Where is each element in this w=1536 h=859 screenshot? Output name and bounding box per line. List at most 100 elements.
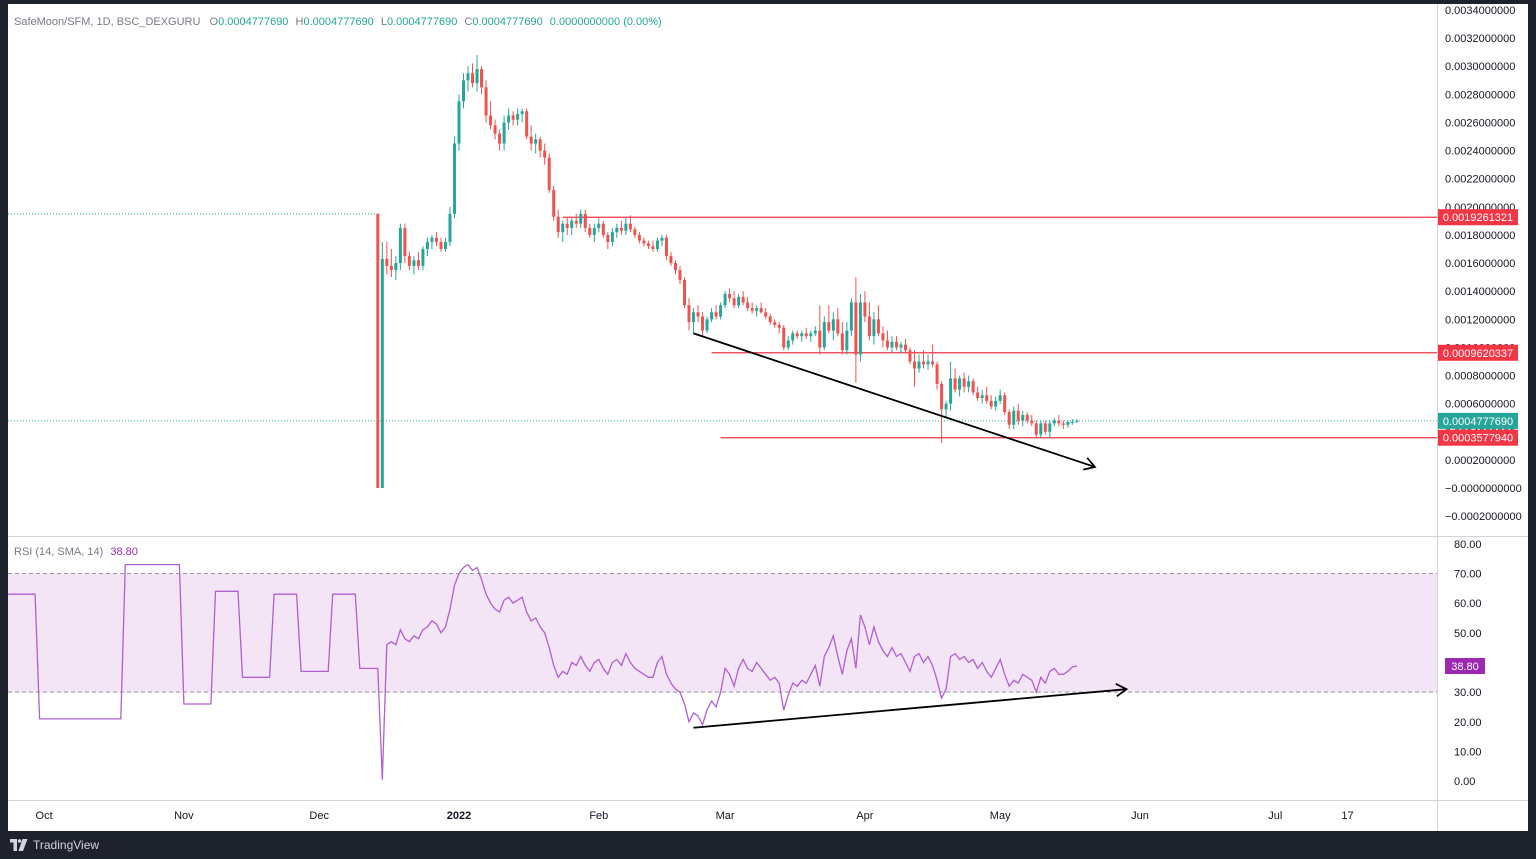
candle-body [628,223,632,230]
candle-body [998,395,1002,401]
price-tick-label: 0.0016000000 [1445,258,1515,270]
time-tick-label: Oct [36,810,53,822]
candle-body [425,241,429,250]
candle-body [750,308,754,311]
chart-area[interactable]: 0.0034000000 0.0032000000 0.0030000000 0.00… [8,4,1528,831]
time-tick-label: Dec [309,810,329,822]
candle-body [1052,420,1056,424]
candle-body [854,302,858,355]
candle-body [412,260,416,266]
candle-body [601,223,605,235]
candle-body [507,115,511,123]
candle-body [759,308,763,313]
time-tick-label: 2022 [447,810,471,822]
candle-body [683,279,686,306]
high-label: H [295,16,304,28]
candle-body [827,322,831,331]
candle-body [398,227,402,264]
rsi-tick-label: 80.00 [1454,539,1482,551]
candle-body [642,240,646,244]
tradingview-logo[interactable]: TradingView [10,838,99,852]
candle-body [610,232,614,242]
candle-body [452,143,456,214]
candle-body [791,333,795,341]
high-value: 0.0004777690 [303,16,374,28]
candle-body [633,229,637,235]
symbol-title: SafeMoon/SFM, 1D, BSC_DEXGURU [14,16,201,28]
candle-body [655,240,659,250]
candle-body [1012,410,1016,425]
candle-body [516,114,520,120]
candle-body [931,361,935,365]
candle-body [809,333,813,337]
candle-body [755,308,759,311]
price-pane [8,54,1437,489]
candle-body [953,378,957,390]
candle-body [1025,414,1029,421]
candle-body [818,330,822,348]
candle-body [376,213,380,489]
chart-canvas[interactable]: 0.0034000000 0.0032000000 0.0030000000 0.00… [8,4,1528,831]
candle-body [687,305,691,323]
close-value: 0.0004777690 [472,16,543,28]
candle-body [525,111,529,137]
price-tick-label: −0.0000000000 [1445,483,1522,495]
candle-body [696,312,700,317]
price-badge-label-1: 0.0009620337 [1443,348,1513,360]
candle-body [800,333,804,337]
candle-body [1048,423,1052,432]
price-tick-label: −0.0002000000 [1445,511,1522,523]
rsi-tick-label: 0.00 [1454,776,1475,788]
candle-body [570,220,574,228]
candle-body [958,378,962,390]
candle-body [719,305,723,317]
candle-body [881,333,885,341]
candle-body [443,241,447,250]
candle-body [980,395,984,399]
price-trend-arrowhead [1083,457,1097,471]
low-value: 0.0004777690 [387,16,458,28]
price-badge-3 [1438,429,1518,446]
candle-body [416,260,420,266]
candle-body [457,101,461,144]
time-tick-label: Jul [1268,810,1282,822]
candle-body [908,350,912,362]
candle-body [1030,420,1034,424]
candle-body [782,327,786,348]
tradingview-brand: TradingView [33,838,100,852]
price-trend-line [693,332,1096,468]
price-tick-label: 0.0030000000 [1445,61,1515,73]
candle-body [651,246,655,250]
price-tick-label: 0.0032000000 [1445,33,1515,45]
candle-body [885,340,889,348]
rsi-trend-arrowhead [1115,683,1129,698]
price-badge-label-2: 0.0004777690 [1443,416,1513,428]
time-tick-label: Feb [589,810,608,822]
candle-body [678,270,682,280]
rsi-title: RSI (14, SMA, 14) [14,546,104,558]
candle-body [917,361,921,369]
candle-body [962,378,966,387]
candle-body [669,256,673,264]
candle-body [786,340,790,348]
time-tick-label: Jun [1131,810,1149,822]
candle-body [994,400,998,407]
ohlc-legend: SafeMoon/SFM, 1D, BSC_DEXGURU O0.0004777… [14,16,662,28]
candle-body [804,333,808,337]
candle-body [556,216,560,233]
price-tick-label: 0.0006000000 [1445,399,1515,411]
candle-body [520,111,524,115]
candle-body [502,122,506,144]
candle-body [777,324,781,328]
candle-body [813,330,817,334]
candle-body [389,265,393,271]
candle-body [480,69,484,88]
candle-body [380,258,384,489]
candle-body [741,296,745,303]
candle-body [538,139,542,151]
candle-body [971,381,975,393]
candle-body [768,316,772,323]
candle-body [1021,414,1025,421]
candle-body [1007,412,1011,425]
